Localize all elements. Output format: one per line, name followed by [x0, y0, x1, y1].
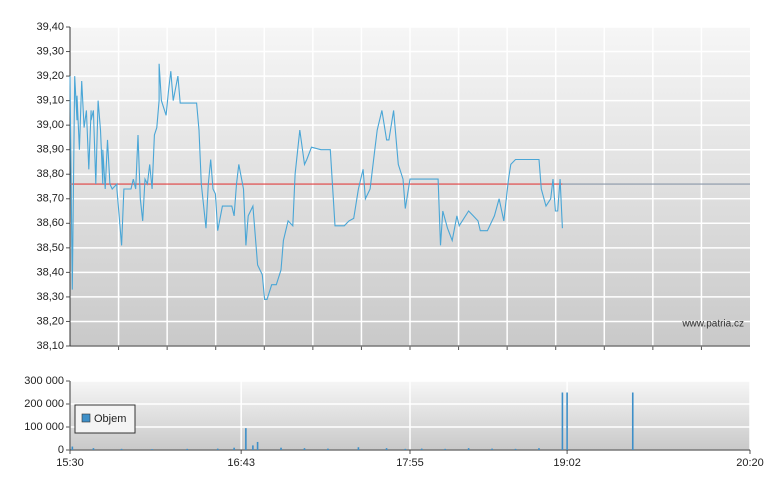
legend-swatch — [81, 413, 91, 423]
volume-bar — [538, 448, 540, 450]
volume-bar — [631, 392, 634, 450]
volume-bar — [357, 447, 360, 450]
y-tick-label: 38,80 — [36, 168, 64, 180]
legend-label: Objem — [94, 413, 126, 425]
volume-bar — [303, 448, 306, 450]
volume-bar — [71, 446, 74, 450]
y-tick-label: 0 — [58, 444, 64, 456]
y-tick-label: 38,60 — [36, 217, 64, 229]
y-tick-label: 300 000 — [24, 375, 64, 387]
x-tick-label: 15:30 — [56, 457, 84, 469]
volume-bar — [216, 448, 219, 450]
y-tick-label: 39,30 — [36, 45, 64, 57]
volume-bar — [467, 448, 470, 450]
x-tick-label: 16:43 — [227, 457, 255, 469]
volume-bar — [186, 448, 189, 450]
volume-bar — [420, 448, 423, 450]
x-tick-label: 17:55 — [396, 457, 424, 469]
y-tick-label: 38,20 — [36, 315, 64, 327]
x-tick-label: 19:02 — [553, 457, 581, 469]
y-tick-label: 39,00 — [36, 119, 64, 131]
volume-bar — [120, 448, 123, 450]
volume-bar — [327, 448, 329, 450]
y-tick-label: 100 000 — [24, 421, 64, 433]
y-tick-label: 38,40 — [36, 266, 64, 278]
price-line — [69, 63, 563, 300]
volume-bar — [561, 392, 564, 450]
y-tick-label: 39,40 — [36, 21, 64, 33]
y-tick-label: 38,50 — [36, 242, 64, 254]
y-tick-label: 38,30 — [36, 291, 64, 303]
volume-bar — [385, 448, 388, 450]
volume-bar — [256, 441, 259, 450]
volume-bar — [491, 448, 493, 450]
watermark: www.patria.cz — [681, 319, 744, 330]
y-tick-label: 38,10 — [36, 340, 64, 352]
volume-bar — [280, 447, 282, 450]
volume-bar — [252, 445, 254, 450]
volume-bar — [514, 448, 517, 450]
volume-bar — [92, 448, 95, 450]
y-tick-label: 200 000 — [24, 398, 64, 410]
volume-bar — [151, 449, 153, 450]
volume-bar — [245, 428, 247, 450]
y-tick-label: 39,20 — [36, 70, 64, 82]
y-tick-label: 38,90 — [36, 144, 64, 156]
y-tick-label: 38,70 — [36, 193, 64, 205]
y-tick-label: 39,10 — [36, 95, 64, 107]
volume-bar — [404, 448, 407, 450]
volume-bar — [233, 447, 235, 450]
volume-bar — [444, 448, 446, 450]
volume-bar — [566, 392, 568, 450]
x-tick-label: 20:20 — [736, 457, 764, 469]
